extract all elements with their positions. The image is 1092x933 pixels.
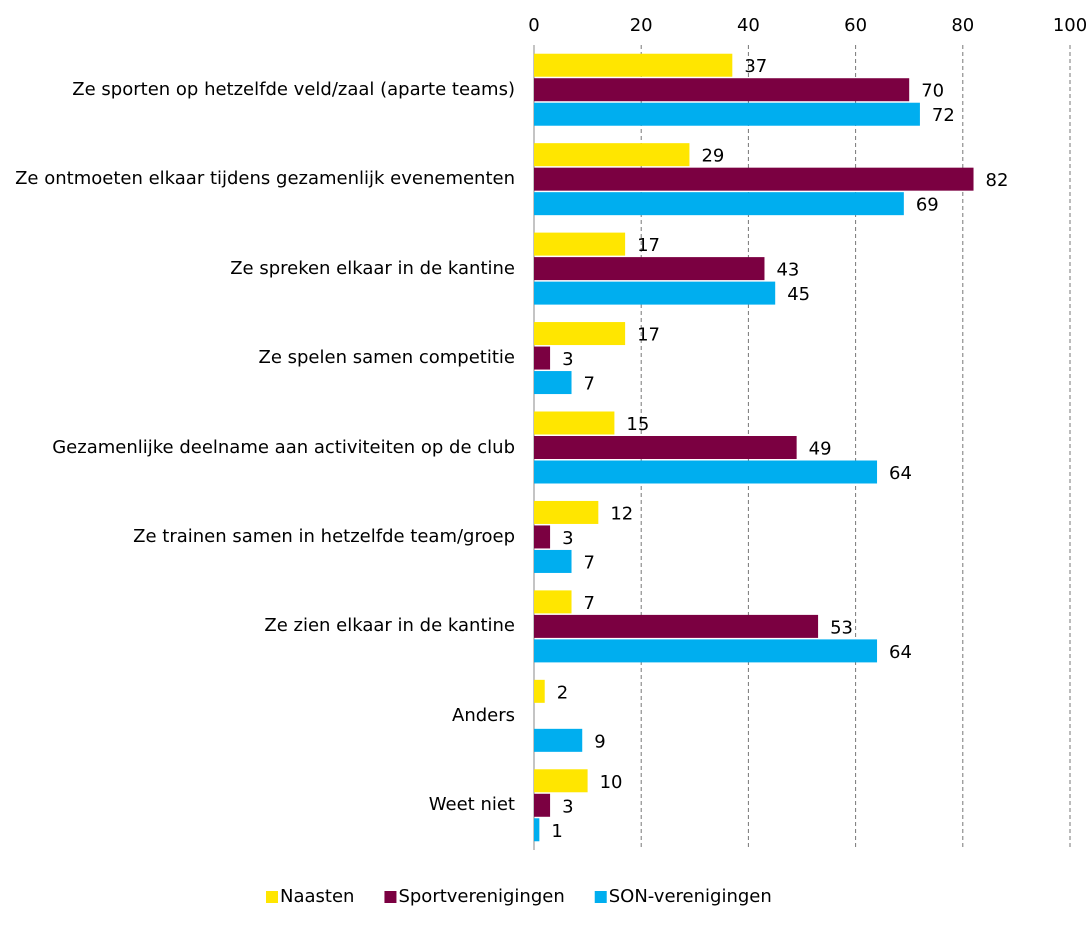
x-tick-label: 100 [1053,15,1087,36]
x-tick-label: 20 [630,15,653,36]
bar [534,102,920,126]
value-label: 45 [787,284,810,305]
bar [534,549,572,573]
bar [534,167,974,191]
category-label: Weet niet [428,794,515,816]
bar [534,614,819,638]
value-label: 12 [610,503,633,524]
bar [534,818,540,842]
value-label: 3 [562,528,573,549]
value-label: 7 [584,552,595,573]
legend-swatch [384,891,397,903]
value-label: 17 [637,235,660,256]
bar [534,639,878,663]
category-label: Gezamenlijke deelname aan activiteiten o… [52,436,515,458]
value-label: 37 [744,56,767,77]
bar [534,257,765,281]
legend-label: Naasten [280,886,354,907]
legend-label: Sportverenigingen [398,886,564,907]
x-tick-label: 0 [528,15,539,36]
bar [534,322,626,346]
x-tick-label: 40 [737,15,760,36]
value-label: 2 [557,682,568,703]
value-label: 7 [584,593,595,614]
bar [534,192,904,216]
value-label: 64 [889,642,912,663]
bar [534,728,583,752]
bar [534,232,626,256]
legend-label: SON-verenigingen [609,886,772,907]
value-label: 9 [594,731,605,752]
bar [534,590,572,614]
value-label: 64 [889,463,912,484]
bar [534,143,690,167]
bar [534,793,551,817]
value-label: 3 [562,796,573,817]
value-label: 70 [921,81,944,102]
category-label: Ze trainen samen in hetzelfde team/groep [133,525,515,547]
bar [534,769,588,793]
value-label: 43 [776,260,799,281]
bar [534,436,797,459]
bar [534,371,572,395]
value-label: 53 [830,617,853,638]
bar [534,525,551,549]
category-label: Ze sporten op hetzelfde veld/zaal (apart… [72,78,515,100]
category-label: Anders [452,704,515,726]
x-tick-label: 60 [844,15,867,36]
category-label: Ze spelen samen competitie [258,347,516,369]
bar [534,460,878,484]
bar [534,78,910,102]
bar [534,679,545,703]
bar [534,500,599,524]
category-label: Ze zien elkaar in de kantine [264,615,515,637]
category-label: Ze spreken elkaar in de kantine [230,257,515,279]
value-label: 3 [562,349,573,370]
value-label: 82 [986,170,1009,191]
legend-swatch [594,891,607,903]
value-label: 17 [637,325,660,346]
bar [534,346,551,370]
category-label: Ze ontmoeten elkaar tijdens gezamenlijk … [15,168,515,190]
value-label: 49 [809,439,832,460]
value-label: 29 [701,146,724,167]
value-label: 7 [584,374,595,395]
value-label: 72 [932,105,955,126]
value-label: 10 [600,772,623,793]
bar [534,281,776,305]
x-tick-label: 80 [951,15,974,36]
value-label: 69 [916,195,939,216]
value-label: 1 [551,821,562,842]
legend-swatch [266,891,278,903]
value-label: 15 [626,414,649,435]
bar [534,411,615,435]
bar [534,53,733,77]
